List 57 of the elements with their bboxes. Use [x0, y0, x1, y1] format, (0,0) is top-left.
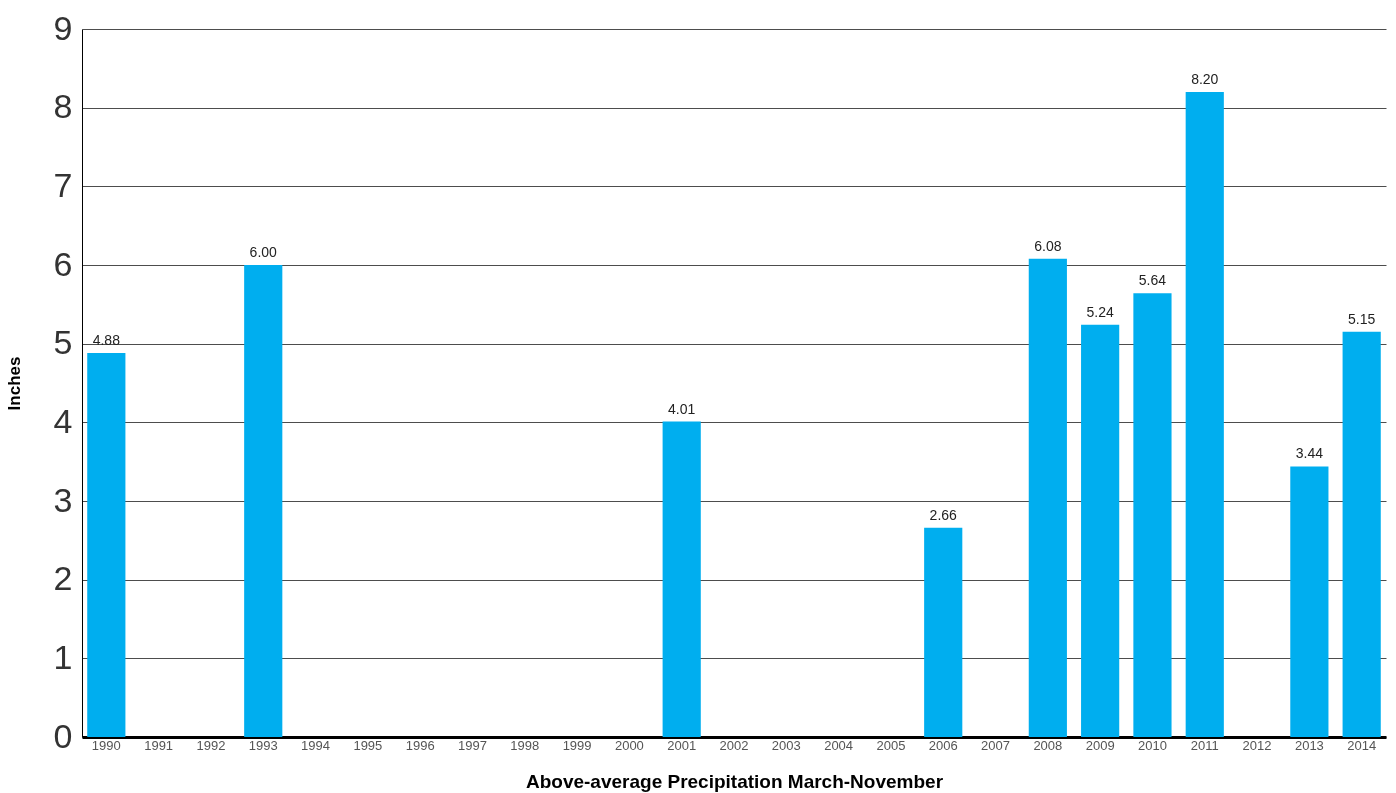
- data-label: 3.44: [1295, 445, 1324, 462]
- data-label: 6.08: [1034, 237, 1062, 254]
- data-label: 8.20: [1191, 70, 1219, 87]
- y-axis-title: Inches: [4, 356, 24, 411]
- x-tick-label: 2003: [771, 737, 801, 753]
- x-tick-label: 1991: [144, 737, 174, 753]
- x-tick-label: 2010: [1137, 737, 1167, 753]
- data-label: 6.00: [249, 244, 278, 260]
- x-tick-label: 1994: [301, 737, 331, 753]
- x-tick-label: 2008: [1033, 737, 1063, 753]
- data-label: 5.24: [1086, 303, 1114, 320]
- bar: [1133, 293, 1172, 737]
- x-tick-label: 2005: [876, 737, 906, 753]
- bar: [1028, 258, 1067, 737]
- bar: [1290, 466, 1329, 737]
- x-tick-label: 2006: [928, 737, 958, 753]
- y-tick-label: 5: [53, 323, 73, 362]
- y-tick-label: 0: [53, 716, 73, 755]
- x-tick-label: 1998: [510, 737, 540, 753]
- bar: [662, 421, 701, 737]
- bar: [924, 527, 963, 737]
- x-tick-label: 1999: [562, 737, 592, 753]
- bar: [1081, 324, 1120, 737]
- x-tick-label: 1996: [405, 737, 435, 753]
- x-tick-label: 2004: [824, 737, 854, 753]
- y-tick-label: 3: [53, 480, 73, 519]
- x-tick-label: 2012: [1242, 737, 1272, 753]
- x-tick-label: 1997: [458, 737, 487, 753]
- x-tick-label: 2007: [981, 737, 1010, 753]
- y-tick-label: 6: [53, 244, 73, 283]
- data-label: 5.15: [1348, 310, 1376, 327]
- y-tick-label: 9: [53, 8, 73, 47]
- data-label: 4.88: [92, 332, 121, 349]
- data-label: 5.64: [1138, 272, 1167, 289]
- y-tick-label: 7: [53, 165, 73, 204]
- y-tick-label: 1: [53, 637, 73, 676]
- y-tick-label: 2: [53, 559, 73, 598]
- bar: [87, 353, 126, 737]
- bar: [1185, 91, 1224, 737]
- data-label: 4.01: [668, 400, 696, 417]
- x-tick-label: 2014: [1347, 737, 1377, 753]
- y-tick-label: 4: [53, 401, 73, 440]
- x-tick-label: 1995: [353, 737, 383, 753]
- data-label: 2.66: [929, 506, 958, 523]
- x-tick-label: 2001: [667, 737, 697, 753]
- x-tick-label: 2013: [1294, 737, 1324, 753]
- x-tick-label: 2009: [1085, 737, 1115, 753]
- x-tick-label: 1993: [248, 737, 278, 753]
- bar: [1342, 331, 1381, 737]
- x-tick-label: 1992: [196, 737, 226, 753]
- x-tick-label: 2011: [1190, 737, 1219, 753]
- bar: [244, 265, 283, 737]
- x-tick-label: 2000: [614, 737, 644, 753]
- y-tick-label: 8: [53, 87, 73, 126]
- x-tick-label: 1990: [91, 737, 121, 753]
- x-axis-title: Above-average Precipitation March-November: [525, 770, 944, 792]
- x-tick-label: 2002: [719, 737, 749, 753]
